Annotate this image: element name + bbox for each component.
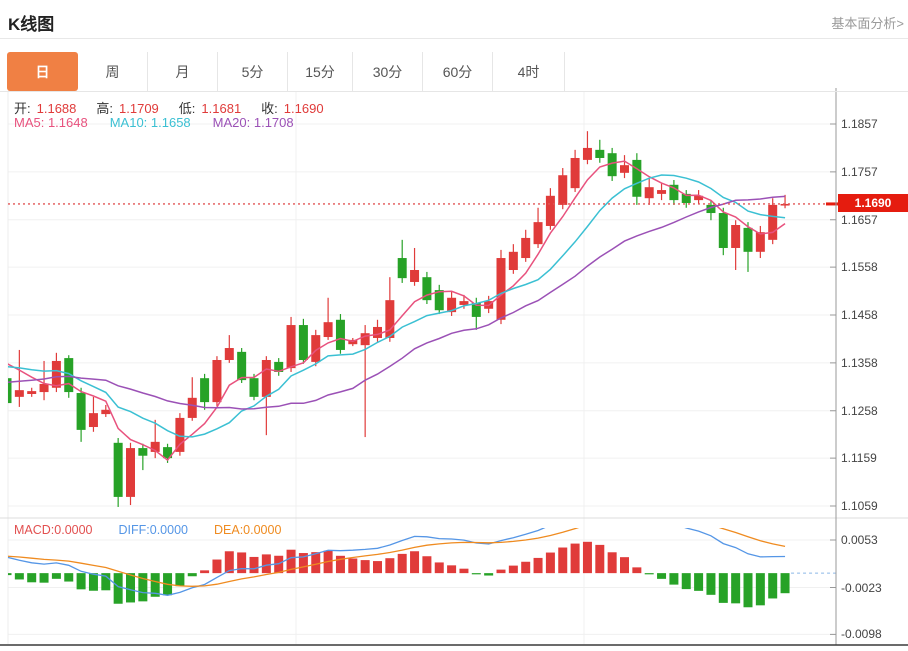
ohlc-row: 开: 1.1688 高: 1.1709 低: 1.1681 收: 1.1690 <box>14 98 338 117</box>
ma5-value: MA5: 1.1648 <box>14 115 88 130</box>
period-tabstrip: 日周月 5分 15分 30分 60分 4时 <box>0 52 908 92</box>
macd-row: MACD:0.0000 DIFF:0.0000 DEA:0.0000 <box>14 523 281 537</box>
current-price-badge: 1.1690 <box>838 194 908 212</box>
ma-row: MA5: 1.1648 MA10: 1.1658 MA20: 1.1708 <box>14 115 294 130</box>
open-label: 开: <box>14 101 31 116</box>
price-axis-label: 1.1458 <box>841 308 878 322</box>
price-axis-label: 1.1558 <box>841 260 878 275</box>
low-value: 1.1681 <box>201 101 242 116</box>
price-axis-label: 1.1159 <box>841 451 877 466</box>
tab-月[interactable]: 月 <box>148 52 218 91</box>
tab-60分[interactable]: 60分 <box>423 52 493 91</box>
macd-axis-label: -0.0023 <box>841 580 882 595</box>
tab-4时[interactable]: 4时 <box>493 52 565 91</box>
fundamental-analysis-link[interactable]: 基本面分析> <box>831 16 904 31</box>
tab-30分[interactable]: 30分 <box>353 52 423 91</box>
diff-value: DIFF:0.0000 <box>118 523 188 537</box>
title-divider <box>0 38 908 39</box>
macd-axis-label: 0.0053 <box>841 533 878 547</box>
open-value: 1.1688 <box>36 101 77 116</box>
price-axis-label: 1.1657 <box>841 212 878 227</box>
dea-value: DEA:0.0000 <box>214 523 282 537</box>
macd-value: MACD:0.0000 <box>14 523 93 537</box>
price-axis-label: 1.1757 <box>841 164 878 179</box>
price-axis-label: 1.1059 <box>841 499 878 513</box>
page-title: K线图 <box>8 15 55 34</box>
price-axis-label: 1.1258 <box>841 403 878 418</box>
close-label: 收: <box>261 101 278 116</box>
price-axis-label: 1.1857 <box>841 117 878 131</box>
low-label: 低: <box>178 101 196 116</box>
tab-日[interactable]: 日 <box>7 52 78 91</box>
tab-5分[interactable]: 5分 <box>218 52 288 91</box>
high-value: 1.1709 <box>119 101 159 116</box>
high-label: 高: <box>96 101 114 116</box>
ma20-value: MA20: 1.1708 <box>212 115 294 130</box>
ma10-value: MA10: 1.1658 <box>109 115 191 130</box>
macd-axis-label: -0.0098 <box>841 627 882 642</box>
tab-周[interactable]: 周 <box>78 52 148 91</box>
close-value: 1.1690 <box>283 101 324 116</box>
tab-15分[interactable]: 15分 <box>288 52 353 91</box>
price-axis-label: 1.1358 <box>841 355 878 370</box>
